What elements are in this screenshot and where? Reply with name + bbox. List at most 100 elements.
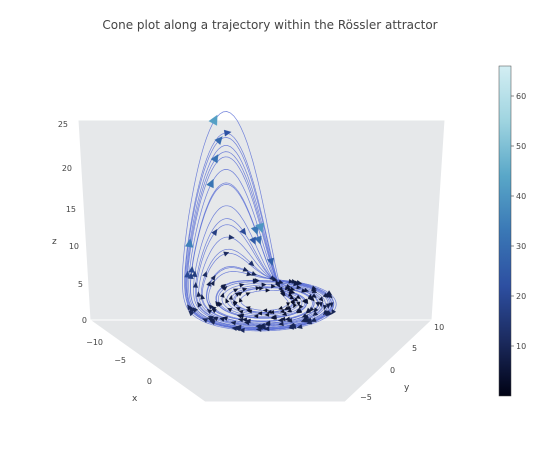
- cone-marker: [299, 304, 304, 310]
- cone-marker: [330, 308, 337, 315]
- cone-marker: [232, 301, 238, 307]
- colorbar-tick-label: 10: [516, 342, 526, 351]
- chart-title: Cone plot along a trajectory within the …: [102, 18, 438, 32]
- cone-marker: [284, 316, 291, 322]
- cone-marker: [219, 317, 225, 322]
- cone-marker: [269, 310, 275, 315]
- cone-marker: [303, 287, 310, 293]
- colorbar-tick-label: 20: [516, 292, 526, 301]
- cone-marker: [278, 286, 283, 292]
- cone-marker: [290, 299, 296, 304]
- cone-marker: [242, 287, 248, 292]
- cone-marker: [238, 297, 243, 303]
- cone-marker: [239, 283, 245, 288]
- cone-marker: [318, 301, 323, 308]
- cone-marker: [303, 314, 310, 319]
- z-tick-label: 10: [69, 242, 79, 251]
- cone-marker: [285, 285, 290, 291]
- cone-marker: [255, 222, 265, 234]
- colorbar: 10 20 30 40 50 60: [498, 65, 526, 397]
- cone-marker: [253, 313, 259, 319]
- cone-marker: [225, 298, 230, 304]
- cone-marker: [296, 301, 301, 307]
- cone-marker: [220, 284, 226, 290]
- cone-marker: [287, 292, 293, 297]
- y-tick-label: −5: [360, 393, 372, 402]
- cone-marker: [242, 266, 249, 272]
- cone-marker: [247, 309, 253, 314]
- cone-marker: [293, 297, 299, 302]
- cone-marker: [237, 317, 244, 323]
- cone-marker: [255, 286, 261, 291]
- cone-marker: [252, 278, 258, 284]
- cone-marker: [251, 271, 258, 276]
- cone-marker: [245, 292, 251, 297]
- cone-marker: [208, 114, 218, 126]
- colorbar-tick-label: 30: [516, 242, 526, 251]
- cone-marker: [188, 306, 195, 313]
- cone-marker: [220, 292, 225, 298]
- y-tick-label: 10: [434, 323, 444, 332]
- cone-marker: [234, 326, 241, 332]
- cone-marker: [318, 296, 324, 302]
- cone-marker: [228, 234, 235, 240]
- cone-marker: [249, 236, 256, 245]
- cone-marker: [255, 323, 261, 329]
- cone-marker: [290, 324, 297, 330]
- cone-marker: [239, 327, 245, 333]
- cone-layer: [184, 114, 337, 333]
- cone-marker: [278, 305, 284, 310]
- cone-marker: [233, 288, 239, 293]
- cone-marker: [277, 317, 284, 323]
- colorbar-ticks: 10 20 30 40 50 60: [511, 92, 526, 351]
- cone-marker: [309, 306, 315, 312]
- cone-marker: [263, 326, 270, 332]
- cone-marker: [191, 270, 198, 278]
- cone-marker: [258, 286, 264, 291]
- cone-marker: [328, 302, 334, 308]
- cone-marker: [300, 317, 307, 323]
- cone-marker: [184, 270, 191, 278]
- cone-marker: [306, 319, 313, 325]
- cone-marker: [295, 294, 301, 299]
- cone-marker: [210, 274, 216, 281]
- cone-marker: [206, 178, 214, 189]
- cone-marker: [278, 321, 284, 327]
- x-axis-title: x: [132, 394, 138, 404]
- cone-marker: [261, 282, 267, 288]
- cone-marker: [311, 288, 318, 293]
- cone-marker: [200, 294, 206, 300]
- x-tick-label: −10: [86, 338, 103, 347]
- cone-marker: [286, 308, 293, 313]
- cone-marker: [241, 317, 248, 323]
- cone-marker: [290, 286, 296, 291]
- cone-marker: [223, 251, 230, 257]
- cone-marker: [288, 278, 294, 284]
- cone-marker: [235, 307, 241, 312]
- cone-marker: [245, 306, 251, 311]
- cone-marker: [188, 265, 195, 273]
- cone-marker: [293, 303, 298, 309]
- cone-marker: [210, 154, 219, 164]
- cone-marker: [307, 293, 313, 299]
- z-tick-label: 15: [66, 205, 76, 214]
- cone-marker: [271, 315, 277, 320]
- cone-marker: [303, 298, 308, 304]
- cone-marker: [281, 311, 288, 316]
- z-axis-title: z: [52, 237, 57, 247]
- cone-marker: [322, 309, 329, 316]
- colorbar-tick-label: 40: [516, 192, 526, 201]
- y-axis-title: y: [404, 383, 410, 393]
- cone-marker: [206, 309, 213, 314]
- cone-marker: [207, 315, 214, 321]
- cone-marker: [211, 308, 217, 314]
- cone-marker: [260, 324, 266, 330]
- cone-marker: [305, 308, 312, 314]
- cone-marker: [209, 320, 216, 326]
- cone-marker: [192, 281, 199, 288]
- cone-marker: [296, 280, 302, 285]
- cone-marker: [230, 320, 237, 326]
- cone-marker: [264, 312, 270, 317]
- cone-marker: [269, 275, 275, 281]
